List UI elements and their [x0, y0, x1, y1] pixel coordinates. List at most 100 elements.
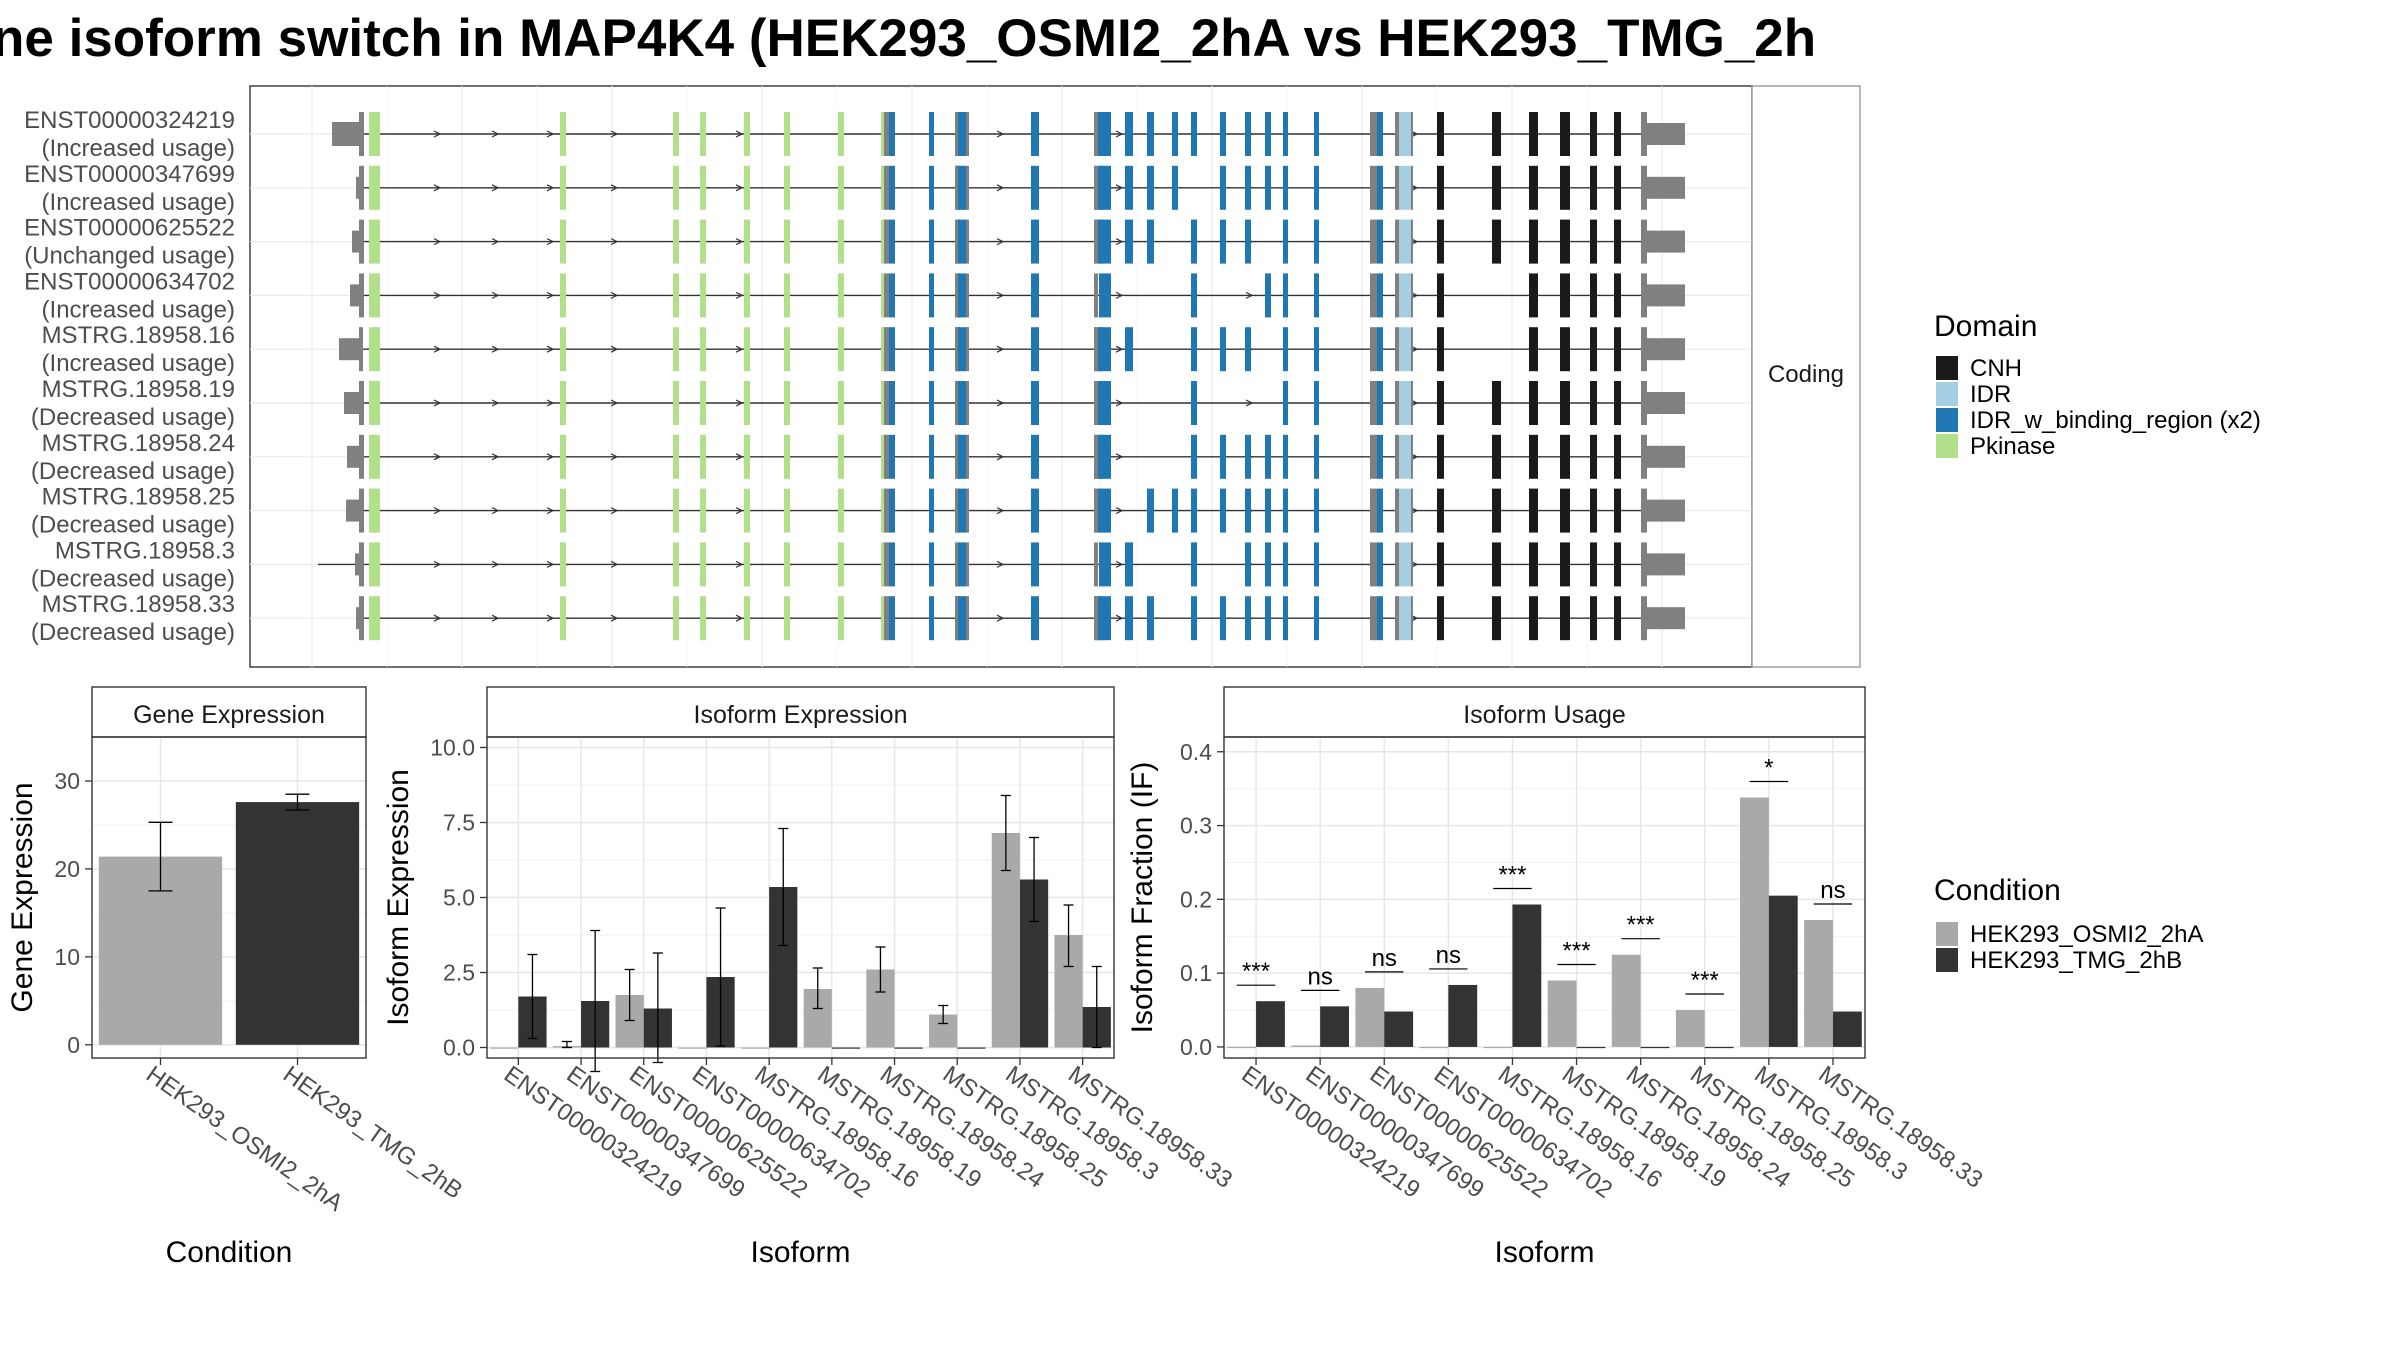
bar — [1547, 980, 1577, 1047]
x-axis-title: Isoform — [1494, 1236, 1594, 1269]
isoform-label-id: MSTRG.18958.19 — [42, 376, 235, 403]
utr-exon — [1647, 338, 1685, 361]
panel-strip-label: Isoform Expression — [694, 701, 908, 729]
isoform-label-id: ENST00000634702 — [24, 268, 235, 295]
intron-arrow — [996, 614, 1005, 622]
idr-binding-exon — [1125, 112, 1133, 156]
idr-binding-exon — [1220, 488, 1226, 533]
utr-exon — [332, 122, 360, 146]
transcript-track — [356, 165, 1685, 210]
y-tick-label: 0.4 — [1180, 739, 1212, 765]
idr-binding-exon — [1283, 596, 1288, 641]
intron-arrow — [491, 130, 500, 138]
exon-cds — [1094, 488, 1098, 533]
idr-binding-exon — [1283, 327, 1288, 372]
exon-cds — [884, 327, 889, 372]
cnh-exon — [1590, 434, 1597, 479]
panel-strip-label: Gene Expression — [133, 701, 325, 729]
idr-binding-exon — [929, 327, 934, 372]
pkinase-exon — [744, 434, 750, 479]
idr-binding-exon — [1283, 542, 1288, 587]
pkinase-exon — [369, 596, 377, 641]
idr-binding-exon — [1265, 434, 1271, 479]
intron-arrow — [735, 560, 744, 568]
cnh-exon — [1614, 273, 1621, 318]
intron-arrow — [433, 399, 442, 407]
pkinase-exon — [369, 434, 377, 479]
utr-exon — [1647, 445, 1685, 468]
intron-arrow — [1115, 453, 1124, 461]
x-axis-title: Isoform — [750, 1236, 850, 1269]
idr-binding-exon — [1191, 219, 1197, 264]
bar — [957, 1047, 986, 1049]
transcript-track — [356, 596, 1685, 641]
cnh-exon — [1437, 219, 1444, 264]
idr-binding-exon — [1377, 219, 1383, 264]
domain-legend-label: Pkinase — [1970, 433, 2055, 460]
exon-cds — [1094, 434, 1098, 479]
utr-exon — [1647, 176, 1685, 199]
cnh-exon — [1614, 112, 1621, 156]
intron-arrow — [1115, 130, 1124, 138]
cnh-exon — [1614, 434, 1621, 479]
exon-cds — [1370, 542, 1377, 587]
exon-cds — [1370, 488, 1377, 533]
condition-legend-swatch — [1936, 948, 1958, 972]
idr-binding-exon — [958, 381, 967, 425]
y-tick-label: 10 — [54, 944, 80, 970]
utr-exon — [1647, 230, 1685, 253]
cnh-exon — [1529, 112, 1538, 156]
idr-binding-exon — [958, 112, 967, 156]
idr-binding-exon — [1220, 219, 1226, 264]
idr-binding-exon — [1265, 596, 1271, 641]
exon-cds — [1411, 488, 1413, 533]
exon-cds — [359, 434, 364, 479]
pkinase-exon — [744, 488, 750, 533]
pkinase-exon — [838, 273, 844, 318]
bar — [1640, 1046, 1670, 1049]
cnh-exon — [1529, 165, 1538, 210]
pkinase-exon — [560, 381, 566, 425]
intron-arrow — [996, 453, 1005, 461]
exon-cds — [359, 327, 363, 372]
idr-binding-exon — [1245, 434, 1251, 479]
exon-cds — [884, 596, 889, 641]
idr-binding-exon — [889, 596, 895, 641]
idr-binding-exon — [1245, 112, 1251, 156]
idr-binding-exon — [1220, 596, 1226, 641]
condition-legend-title: Condition — [1934, 874, 2061, 907]
idr-binding-exon — [929, 542, 934, 587]
idr-binding-exon — [1314, 219, 1319, 264]
cnh-exon — [1560, 488, 1570, 533]
cnh-exon — [1590, 488, 1597, 533]
cnh-exon — [1437, 165, 1444, 210]
idr-binding-exon — [929, 381, 934, 425]
significance-label: * — [1764, 755, 1773, 782]
intron-arrow — [996, 560, 1005, 568]
pkinase-exon — [560, 219, 566, 264]
intron-arrow — [735, 399, 744, 407]
idr-binding-exon — [1191, 327, 1197, 372]
idr-binding-exon — [1031, 381, 1039, 425]
pkinase-exon — [744, 165, 750, 210]
isoform-label-id: ENST00000347699 — [24, 161, 235, 188]
idr-binding-exon — [1220, 434, 1226, 479]
exon-cds — [1395, 273, 1399, 318]
idr-binding-exon — [1125, 219, 1133, 264]
idr-exon — [1399, 434, 1411, 479]
pkinase-exon — [838, 381, 844, 425]
pkinase-exon — [700, 596, 706, 641]
idr-binding-exon — [1283, 219, 1288, 264]
idr-binding-exon — [1125, 596, 1133, 641]
transcript-track — [347, 434, 1685, 479]
idr-binding-exon — [1031, 327, 1039, 372]
intron-arrow — [546, 184, 555, 192]
idr-binding-exon — [1220, 112, 1226, 156]
idr-binding-exon — [1314, 112, 1319, 156]
cnh-exon — [1437, 273, 1444, 318]
idr-binding-exon — [929, 596, 934, 641]
y-axis-title: Isoform Fraction (IF) — [1126, 762, 1159, 1034]
pkinase-exon — [700, 488, 706, 533]
isoform-label-usage: (Increased usage) — [42, 135, 235, 162]
